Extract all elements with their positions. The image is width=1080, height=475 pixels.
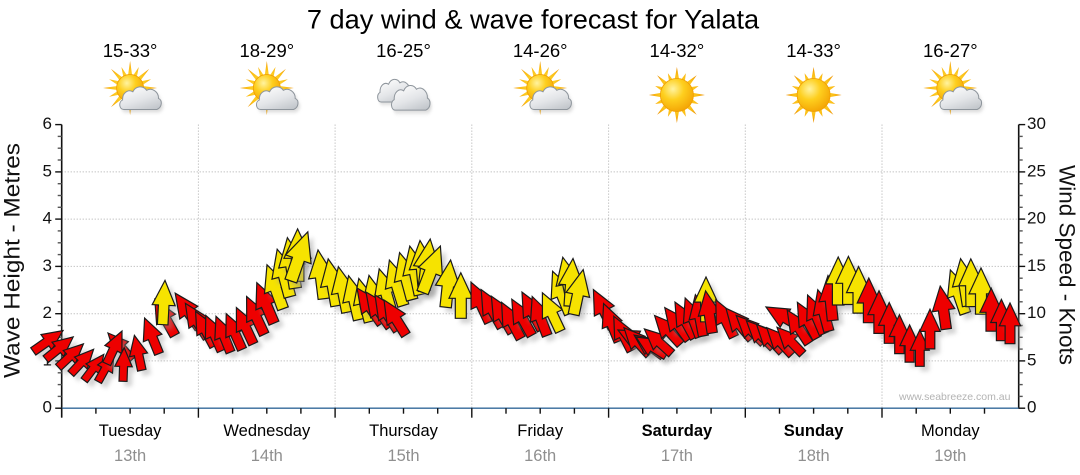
svg-text:19th: 19th bbox=[934, 447, 966, 465]
svg-text:30: 30 bbox=[1027, 114, 1046, 133]
svg-text:14-32°: 14-32° bbox=[650, 40, 705, 61]
svg-text:6: 6 bbox=[43, 114, 52, 133]
svg-text:10: 10 bbox=[1027, 303, 1046, 322]
svg-text:Sunday: Sunday bbox=[784, 422, 844, 440]
svg-text:3: 3 bbox=[43, 256, 52, 275]
svg-text:2: 2 bbox=[43, 303, 52, 322]
svg-text:15-33°: 15-33° bbox=[103, 40, 158, 61]
svg-text:15: 15 bbox=[1027, 256, 1046, 275]
svg-text:7 day wind & wave forecast for: 7 day wind & wave forecast for Yalata bbox=[307, 4, 760, 35]
svg-text:16-27°: 16-27° bbox=[923, 40, 978, 61]
svg-text:Tuesday: Tuesday bbox=[99, 422, 162, 440]
svg-text:25: 25 bbox=[1027, 161, 1046, 180]
svg-text:0: 0 bbox=[1027, 398, 1036, 417]
svg-text:www.seabreeze.com.au: www.seabreeze.com.au bbox=[898, 391, 1011, 403]
svg-text:17th: 17th bbox=[661, 447, 693, 465]
svg-text:18-29°: 18-29° bbox=[239, 40, 294, 61]
svg-text:18th: 18th bbox=[798, 447, 830, 465]
svg-text:Friday: Friday bbox=[517, 422, 564, 440]
svg-text:5: 5 bbox=[1027, 350, 1036, 369]
svg-text:14th: 14th bbox=[251, 447, 283, 465]
svg-text:5: 5 bbox=[43, 161, 52, 180]
svg-text:4: 4 bbox=[43, 209, 52, 228]
svg-text:0: 0 bbox=[43, 398, 52, 417]
svg-text:16-25°: 16-25° bbox=[376, 40, 431, 61]
svg-text:14-33°: 14-33° bbox=[786, 40, 841, 61]
svg-text:15th: 15th bbox=[387, 447, 419, 465]
svg-text:Thursday: Thursday bbox=[369, 422, 439, 440]
svg-text:Saturday: Saturday bbox=[642, 422, 713, 440]
svg-text:20: 20 bbox=[1027, 209, 1046, 228]
svg-text:Monday: Monday bbox=[921, 422, 980, 440]
svg-text:Wind Speed - Knots: Wind Speed - Knots bbox=[1055, 165, 1080, 365]
svg-text:Wave Height - Metres: Wave Height - Metres bbox=[0, 143, 25, 378]
svg-text:16th: 16th bbox=[524, 447, 556, 465]
svg-text:14-26°: 14-26° bbox=[513, 40, 568, 61]
svg-text:13th: 13th bbox=[114, 447, 146, 465]
svg-text:Wednesday: Wednesday bbox=[223, 422, 311, 440]
